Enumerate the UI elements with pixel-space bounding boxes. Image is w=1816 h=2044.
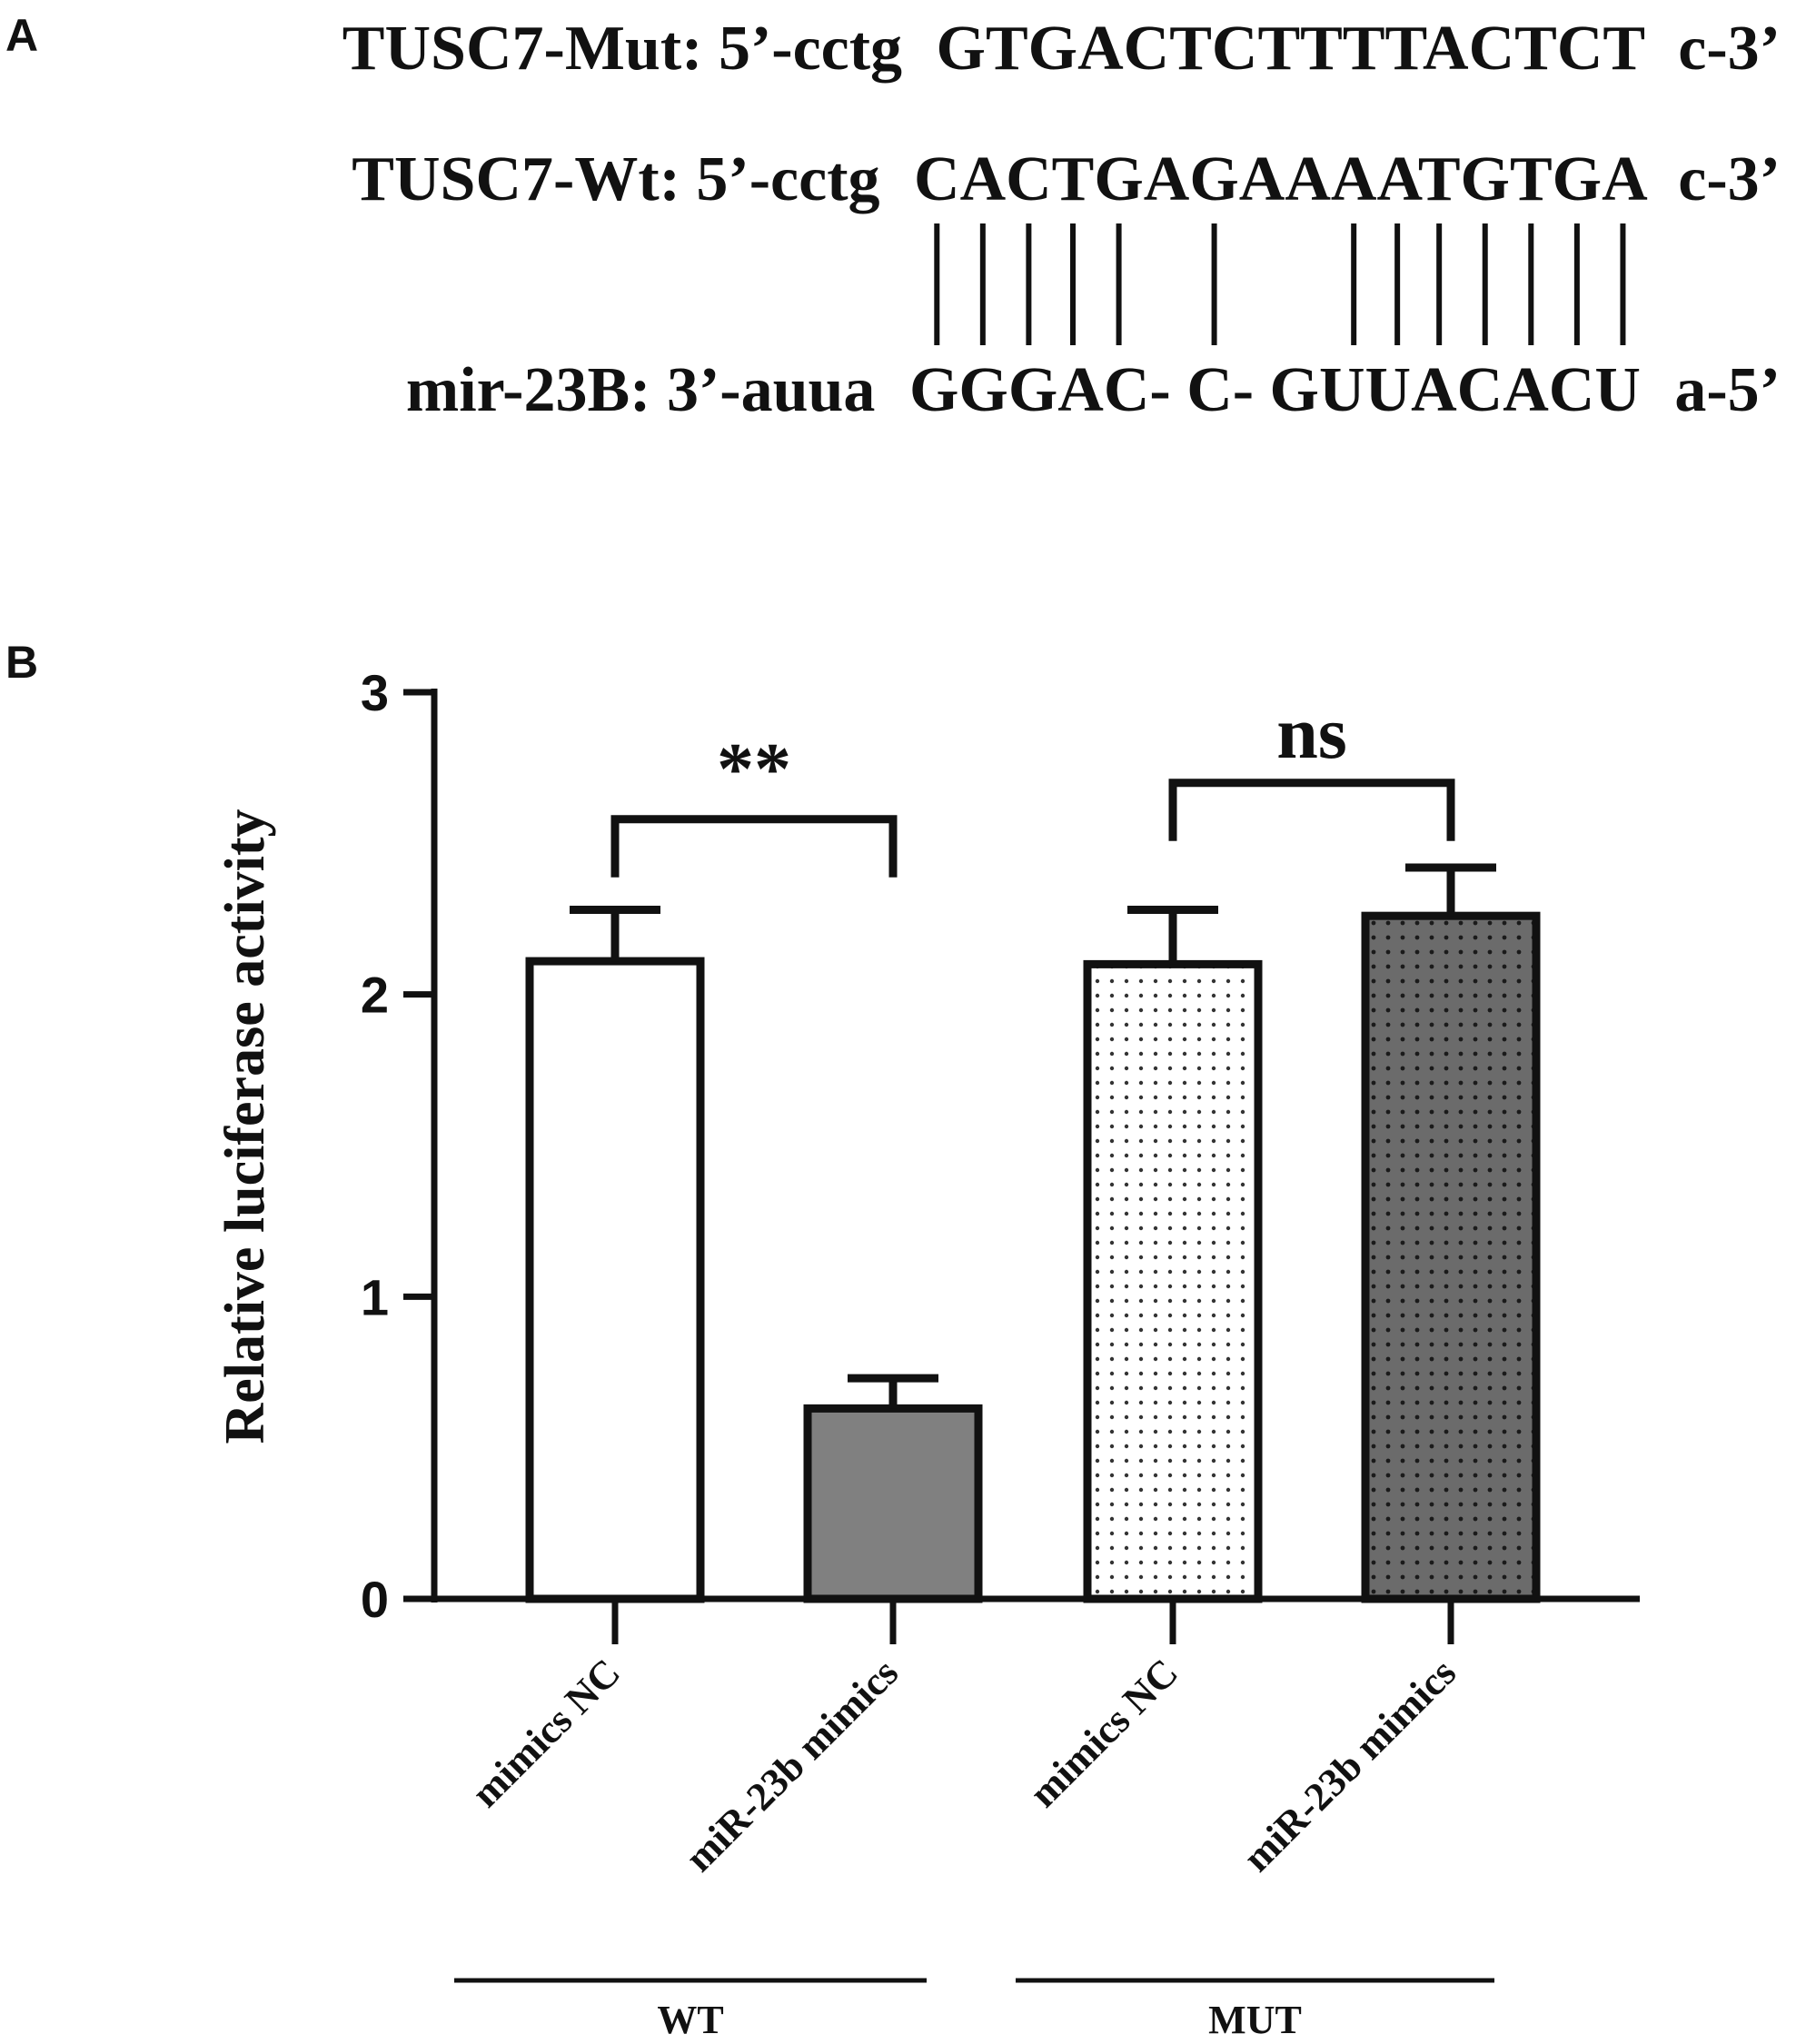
tusc7-mut-line: TUSC7-Mut: 5’-cctg GTGACTCTTTTACTCT c-3’ xyxy=(342,14,1781,84)
tusc7-wt-suffix: c-3’ xyxy=(1678,144,1781,214)
significance-bracket-2 xyxy=(1168,779,1455,841)
tusc7-mut-suffix: c-3’ xyxy=(1678,14,1781,84)
y-tick-label-2: 2 xyxy=(361,967,389,1024)
luciferase-bar-chart: Relative luciferase activity 0 1 2 3 mimics… xyxy=(214,664,1640,2042)
y-tick-label-3: 3 xyxy=(361,664,389,721)
tusc7-wt-core: CACTGAGAAAATGTGA xyxy=(914,144,1648,214)
tusc7-wt-line: TUSC7-Wt: 5’-cctg CACTGAGAAAATGTGA c-3’ xyxy=(352,144,1781,214)
bar-3 xyxy=(1083,959,1263,1603)
group-label-2: MUT xyxy=(1208,1998,1302,2042)
x-tick-label-2: miR-23b mimics xyxy=(677,1650,907,1880)
sequence-alignment: TUSC7-Mut: 5’-cctg GTGACTCTTTTACTCT c-3’… xyxy=(342,14,1781,425)
x-tick-label-1: mimics NC xyxy=(463,1650,629,1815)
panel-a-label: A xyxy=(5,10,38,61)
mir-23b-core: GGGAC- C- GUUACACU xyxy=(909,355,1641,425)
significance-label-1: ** xyxy=(717,728,791,810)
significance-annotations: ** ns xyxy=(610,691,1455,878)
x-tick-label-4: miR-23b mimics xyxy=(1235,1650,1464,1880)
mir-23b-suffix: a-5’ xyxy=(1674,355,1781,425)
tusc7-mut-core: GTGACTCTTTTACTCT xyxy=(937,14,1645,84)
panel-b-label: B xyxy=(5,637,38,688)
y-axis: 0 1 2 3 xyxy=(361,664,438,1628)
y-tick-label-1: 1 xyxy=(361,1268,389,1325)
x-tick-label-3: mimics NC xyxy=(1021,1650,1186,1815)
significance-label-2: ns xyxy=(1276,691,1347,774)
group-label-1: WT xyxy=(657,1998,723,2042)
bar-2 xyxy=(803,1404,983,1603)
significance-bracket-1 xyxy=(610,815,898,878)
y-axis-title: Relative luciferase activity xyxy=(214,809,276,1444)
y-tick-label-0: 0 xyxy=(361,1571,389,1628)
base-pairing-lines xyxy=(934,223,1626,345)
bar-1 xyxy=(525,957,705,1603)
tusc7-wt-prefix: TUSC7-Wt: 5’-cctg xyxy=(352,144,879,214)
tusc7-mut-prefix: TUSC7-Mut: 5’-cctg xyxy=(342,14,902,84)
mir-23b-line: mir-23B: 3’-auua GGGAC- C- GUUACACU a-5’ xyxy=(406,355,1781,425)
bars xyxy=(525,863,1541,1603)
mir-23b-prefix: mir-23B: 3’-auua xyxy=(406,355,876,425)
bar-4 xyxy=(1361,911,1541,1603)
group-labels: WT MUT xyxy=(454,1978,1494,2042)
x-axis: mimics NC miR-23b mimics mimics NC miR-23b … xyxy=(431,1595,1640,1880)
